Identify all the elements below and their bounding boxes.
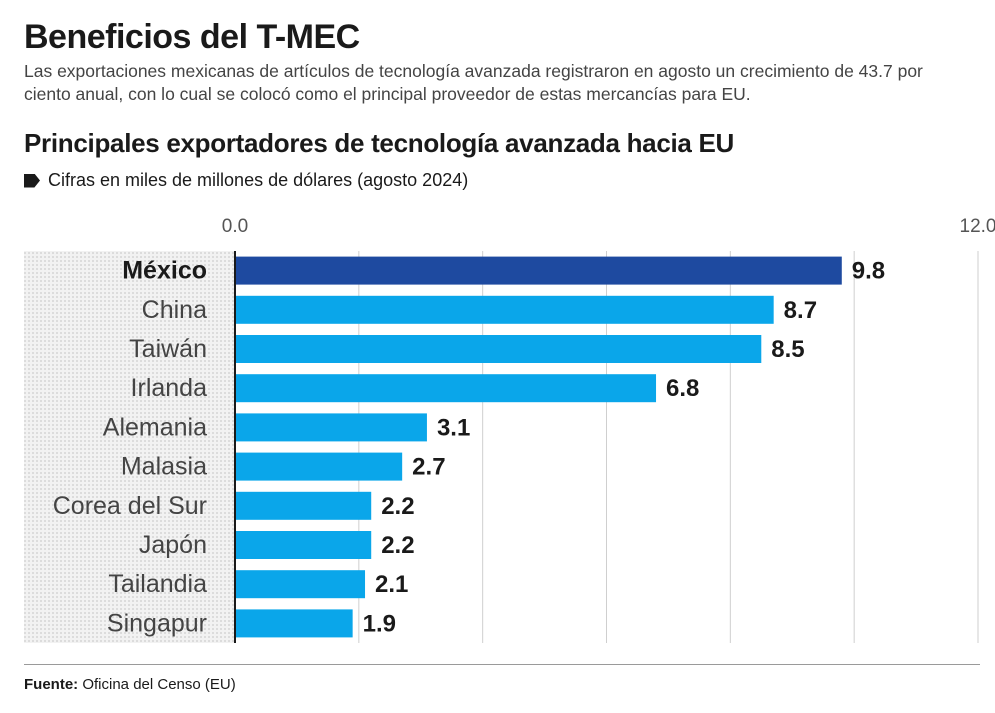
source-label: Fuente: bbox=[24, 676, 79, 693]
category-label: Corea del Sur bbox=[53, 492, 207, 520]
tag-icon bbox=[24, 173, 40, 188]
chart-heading: Principales exportadores de tecnología a… bbox=[24, 128, 735, 158]
source-note: Fuente: Oficina del Censo (EU) bbox=[24, 676, 236, 693]
x-tick-label: 0.0 bbox=[222, 216, 248, 237]
bar bbox=[235, 256, 842, 285]
value-label: 2.1 bbox=[375, 571, 408, 598]
bar bbox=[235, 335, 762, 363]
category-label: Irlanda bbox=[131, 374, 208, 402]
value-label: 8.5 bbox=[771, 336, 804, 363]
source-text: Oficina del Censo (EU) bbox=[78, 676, 236, 693]
category-label: Japón bbox=[139, 531, 207, 559]
bar bbox=[235, 491, 372, 520]
value-label: 2.7 bbox=[412, 454, 445, 481]
category-label: Taiwán bbox=[129, 335, 207, 363]
unit-note: Cifras en miles de millones de dólares (… bbox=[24, 170, 468, 191]
value-label: 8.7 bbox=[784, 297, 817, 324]
value-label: 9.8 bbox=[852, 258, 885, 285]
chart-description: Las exportaciones mexicanas de artículos… bbox=[24, 61, 923, 104]
value-label: 1.9 bbox=[363, 610, 396, 637]
category-label: Singapur bbox=[107, 609, 207, 637]
chart-title-main: Beneficios del T-MEC bbox=[24, 18, 360, 56]
category-label: Tailandia bbox=[108, 570, 207, 598]
bar bbox=[235, 531, 372, 559]
x-tick-label: 12.0 bbox=[960, 216, 995, 237]
label-panel bbox=[24, 251, 235, 643]
source-divider bbox=[24, 664, 980, 665]
category-label: China bbox=[142, 296, 207, 324]
category-label: México bbox=[122, 257, 207, 285]
category-label: Malasia bbox=[121, 453, 207, 481]
category-label: Alemania bbox=[103, 413, 207, 441]
value-label: 2.2 bbox=[381, 493, 414, 520]
value-label: 2.2 bbox=[381, 532, 414, 559]
bar bbox=[235, 570, 366, 599]
bar bbox=[235, 295, 774, 324]
bar bbox=[235, 609, 353, 638]
bar bbox=[235, 452, 403, 481]
value-label: 6.8 bbox=[666, 375, 699, 402]
value-label: 3.1 bbox=[437, 414, 470, 441]
unit-note-text: Cifras en miles de millones de dólares (… bbox=[48, 170, 469, 190]
bar bbox=[235, 413, 427, 442]
bar bbox=[235, 374, 657, 403]
